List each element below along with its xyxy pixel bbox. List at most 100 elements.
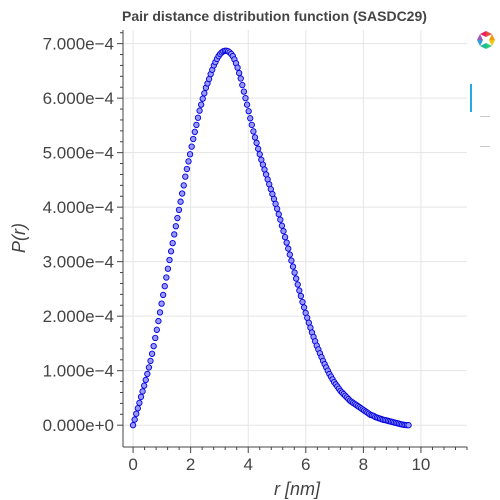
data-point bbox=[163, 274, 170, 281]
data-point bbox=[234, 64, 241, 71]
y-tick-label: 7.000e−4 bbox=[43, 35, 114, 54]
data-point bbox=[172, 223, 179, 230]
y-axis-label: P(r) bbox=[9, 223, 29, 253]
x-tick-label: 4 bbox=[243, 455, 252, 474]
chart-toolbar bbox=[468, 28, 500, 168]
data-point bbox=[137, 393, 145, 401]
data-point bbox=[188, 143, 195, 150]
grid bbox=[123, 30, 467, 447]
data-point bbox=[136, 399, 143, 406]
data-point bbox=[179, 190, 186, 197]
x-tick-label: 0 bbox=[128, 455, 137, 474]
data-point bbox=[275, 211, 282, 218]
x-tick-label: 10 bbox=[411, 455, 430, 474]
data-point bbox=[237, 75, 244, 82]
data-point bbox=[201, 90, 208, 97]
data-point bbox=[139, 388, 146, 395]
x-axis-label: r [nm] bbox=[274, 479, 321, 499]
data-point bbox=[250, 128, 257, 135]
data-point bbox=[240, 88, 248, 95]
data-point bbox=[297, 292, 305, 300]
reset-tool-icon[interactable] bbox=[480, 146, 490, 147]
data-point bbox=[198, 101, 205, 108]
y-tick-label: 2.000e−4 bbox=[43, 307, 114, 326]
bokeh-logo-icon[interactable] bbox=[476, 30, 496, 50]
data-point bbox=[283, 239, 290, 246]
data-point bbox=[239, 81, 246, 89]
data-point bbox=[199, 95, 206, 102]
data-point bbox=[245, 108, 252, 115]
data-point bbox=[153, 326, 160, 333]
data-point bbox=[242, 94, 249, 102]
data-point bbox=[291, 269, 298, 276]
data-point bbox=[155, 317, 162, 325]
data-point bbox=[243, 101, 251, 108]
y-tick-label: 6.000e−4 bbox=[43, 89, 114, 108]
axes: 0.000e+0 1.000e−4 2.000e−4 3.000e−4 4.000e−4… bbox=[43, 30, 468, 474]
data-point bbox=[405, 422, 412, 429]
data-point bbox=[191, 128, 198, 136]
pan-tool-icon[interactable] bbox=[470, 84, 472, 112]
data-point bbox=[280, 227, 287, 235]
data-point bbox=[134, 405, 141, 412]
data-point bbox=[147, 357, 154, 365]
data-point bbox=[236, 69, 243, 77]
data-point bbox=[196, 107, 203, 114]
data-point bbox=[294, 281, 301, 288]
data-point bbox=[186, 151, 194, 158]
data-point bbox=[281, 233, 289, 241]
data-point bbox=[145, 364, 153, 371]
data-point bbox=[278, 222, 286, 229]
data-point bbox=[180, 182, 187, 189]
data-point bbox=[251, 134, 259, 141]
data-point bbox=[131, 416, 138, 423]
data-point bbox=[148, 350, 156, 357]
data-point bbox=[190, 135, 197, 143]
y-tick-label: 0.000e+0 bbox=[43, 416, 114, 435]
data-point bbox=[300, 304, 308, 311]
data-point bbox=[160, 291, 167, 299]
data-point bbox=[289, 263, 297, 270]
chart-title: Pair distance distribution function (SAS… bbox=[122, 8, 427, 24]
data-point bbox=[183, 165, 191, 173]
data-point bbox=[150, 343, 157, 350]
data-point bbox=[169, 239, 176, 247]
data-point bbox=[185, 158, 192, 165]
y-tick-label: 4.000e−4 bbox=[43, 198, 114, 217]
data-point bbox=[286, 251, 293, 258]
data-point bbox=[142, 376, 149, 384]
data-point bbox=[167, 248, 175, 255]
data-point bbox=[175, 206, 183, 214]
data-point bbox=[193, 121, 200, 128]
data-point bbox=[141, 382, 148, 389]
data-point bbox=[285, 245, 292, 252]
data-point bbox=[293, 275, 300, 282]
data-point bbox=[182, 173, 189, 180]
data-point bbox=[158, 300, 165, 307]
data-point bbox=[247, 115, 254, 122]
data-point bbox=[133, 410, 140, 417]
box-zoom-tool-icon[interactable] bbox=[480, 116, 490, 117]
data-point bbox=[174, 214, 181, 222]
y-tick-label: 1.000e−4 bbox=[43, 362, 114, 381]
data-point bbox=[156, 309, 164, 316]
data-point bbox=[194, 114, 202, 121]
data-point bbox=[164, 265, 172, 272]
data-point bbox=[253, 139, 260, 146]
x-tick-label: 8 bbox=[359, 455, 368, 474]
y-tick-label: 3.000e−4 bbox=[43, 253, 114, 272]
data-point bbox=[288, 257, 295, 264]
data-point bbox=[161, 283, 168, 290]
data-point bbox=[144, 370, 151, 378]
data-point bbox=[248, 121, 255, 128]
data-point bbox=[274, 205, 281, 212]
data-point bbox=[129, 422, 137, 429]
data-point bbox=[255, 145, 262, 152]
data-point bbox=[299, 298, 306, 306]
x-tick-label: 6 bbox=[301, 455, 310, 474]
data-point bbox=[277, 216, 284, 223]
y-tick-label: 5.000e−4 bbox=[43, 144, 114, 163]
data-points bbox=[129, 47, 412, 429]
data-point bbox=[256, 151, 263, 158]
